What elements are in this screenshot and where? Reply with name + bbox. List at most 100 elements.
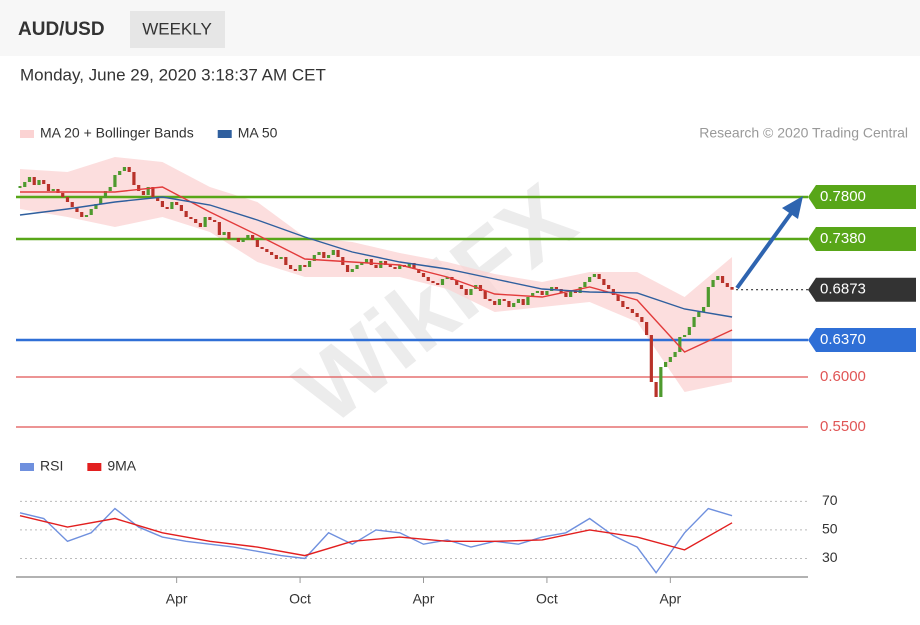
candle (720, 276, 725, 283)
candle (189, 217, 193, 219)
candle (521, 299, 525, 305)
candle (99, 198, 103, 204)
candle (526, 297, 530, 305)
candle (80, 212, 84, 217)
candle (75, 207, 79, 212)
level-label: 0.6000 (820, 368, 866, 385)
candle (360, 263, 364, 265)
candle (502, 299, 506, 301)
symbol: AUD/USD (18, 19, 105, 40)
level-box (808, 227, 916, 251)
candle (730, 287, 734, 290)
candle (108, 187, 112, 191)
candle (246, 235, 250, 239)
candle (673, 352, 677, 357)
candle (118, 171, 122, 175)
candle (84, 215, 89, 217)
candle (32, 177, 36, 185)
candle (170, 202, 174, 209)
candle (122, 167, 127, 171)
candle (426, 277, 430, 281)
y-tick-label: 50 (822, 521, 838, 537)
level-label: 0.7800 (820, 188, 866, 205)
candle (564, 293, 568, 297)
candle (317, 252, 321, 255)
y-tick-label: 30 (822, 549, 838, 565)
candle (626, 307, 630, 309)
candle (682, 335, 687, 337)
bollinger-band (20, 157, 733, 392)
candle (398, 265, 402, 269)
legend-swatch (20, 463, 34, 471)
candle (89, 209, 93, 215)
candle (175, 202, 179, 205)
level-box (808, 185, 916, 209)
candle (649, 335, 653, 382)
level-label: 0.6873 (820, 281, 866, 298)
candle (483, 291, 487, 299)
candle (687, 327, 691, 335)
x-tick-label: Apr (166, 591, 188, 607)
candle (711, 280, 715, 287)
candle (478, 285, 483, 291)
candle (307, 261, 312, 267)
candle (436, 283, 440, 285)
candle (531, 293, 535, 297)
candle (274, 255, 278, 259)
candle (65, 197, 70, 202)
series-line (19, 514, 733, 557)
candle (407, 263, 411, 267)
candle (640, 317, 644, 322)
candle (516, 299, 521, 303)
x-tick-label: Apr (659, 591, 681, 607)
candle (265, 249, 269, 252)
candle (388, 265, 392, 267)
candle (616, 295, 620, 301)
candle (303, 265, 307, 267)
candle (535, 291, 540, 293)
candle (663, 362, 668, 367)
candle (383, 261, 388, 265)
candle (716, 276, 720, 280)
candle (255, 240, 259, 247)
x-tick-label: Oct (289, 591, 311, 607)
candle (630, 309, 634, 313)
candle (284, 257, 288, 265)
candle (692, 317, 696, 327)
candle (141, 191, 146, 195)
candle (232, 238, 236, 240)
candle (260, 247, 264, 249)
timestamp: Monday, June 29, 2020 3:18:37 AM CET (20, 65, 326, 84)
timeframe-box (130, 11, 225, 48)
candle (393, 267, 397, 269)
candle (56, 189, 60, 193)
candle (355, 265, 359, 269)
candle (146, 187, 150, 195)
candle (507, 301, 511, 307)
candle (222, 232, 226, 235)
target-arrow (735, 196, 803, 290)
candle (573, 291, 577, 293)
candle (645, 322, 649, 335)
candle (179, 205, 183, 211)
candle (18, 186, 22, 188)
x-tick-label: Apr (413, 591, 435, 607)
candle (412, 263, 416, 269)
candle (151, 187, 155, 197)
candle (374, 265, 378, 268)
candle (312, 255, 316, 261)
candle (293, 269, 297, 271)
legend-swatch (20, 130, 34, 138)
legend-label: MA 50 (238, 125, 278, 141)
candle (103, 191, 108, 198)
candle (493, 301, 497, 305)
candle (113, 175, 117, 187)
candle (241, 239, 245, 242)
candle (213, 220, 217, 222)
candle (46, 184, 51, 191)
candle (545, 291, 549, 295)
candle (227, 232, 231, 239)
candle (279, 257, 283, 259)
candle (298, 265, 302, 271)
